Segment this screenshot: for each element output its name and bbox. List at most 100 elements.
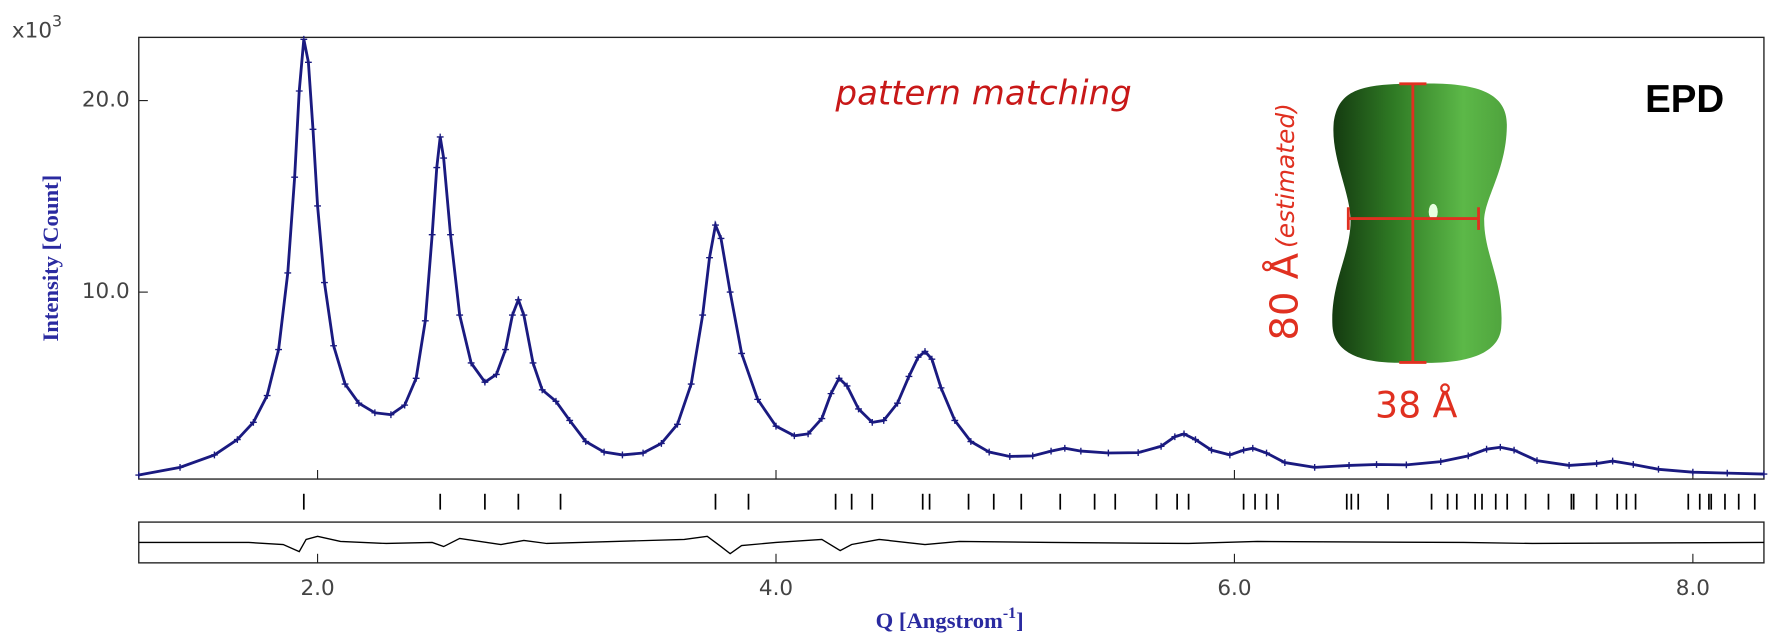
observed-point bbox=[211, 451, 218, 459]
observed-point bbox=[738, 350, 746, 357]
observed-point bbox=[894, 399, 901, 407]
observed-point bbox=[1281, 459, 1289, 466]
observed-point bbox=[514, 296, 522, 304]
highlight bbox=[1428, 203, 1438, 220]
observed-point bbox=[321, 279, 328, 286]
y-scale-label: x103 bbox=[12, 11, 62, 44]
observed-point bbox=[552, 397, 560, 405]
x-tick-label: 4.0 bbox=[759, 576, 793, 601]
observed-point bbox=[914, 353, 922, 361]
y-axis-label: Intensity [Count] bbox=[38, 175, 63, 342]
observed-point bbox=[1226, 451, 1234, 459]
observed-point bbox=[300, 35, 308, 43]
observed-point bbox=[314, 202, 321, 210]
observed-point bbox=[371, 409, 379, 417]
observed-point bbox=[1061, 444, 1069, 452]
observed-point bbox=[1180, 430, 1188, 438]
observed-point bbox=[1311, 463, 1319, 471]
observed-point bbox=[706, 254, 713, 262]
observed-point bbox=[717, 235, 725, 242]
observed-point bbox=[1723, 469, 1731, 477]
observed-point bbox=[985, 448, 993, 456]
observed-point bbox=[790, 432, 798, 440]
difference-line bbox=[138, 535, 1764, 555]
observed-point bbox=[1373, 461, 1380, 468]
observed-point bbox=[600, 448, 608, 456]
observed-point bbox=[1496, 443, 1504, 451]
observed-point bbox=[827, 390, 835, 398]
observed-point bbox=[433, 164, 441, 172]
x-axis-label: Q [Angstrom-1] bbox=[876, 604, 1024, 633]
height-note: (estimated) bbox=[1271, 103, 1300, 248]
observed-point bbox=[1760, 470, 1768, 478]
x-label-suffix: ] bbox=[1016, 608, 1024, 633]
observed-point bbox=[726, 288, 734, 296]
observed-point bbox=[355, 399, 363, 407]
observed-point bbox=[1171, 433, 1179, 441]
y-scale-base: x10 bbox=[12, 19, 52, 44]
x-label-sup: -1 bbox=[1003, 604, 1016, 621]
observed-point bbox=[712, 221, 719, 229]
height-annotation: 80 Å bbox=[1261, 252, 1308, 340]
observed-point bbox=[582, 438, 590, 445]
observed-point bbox=[456, 311, 464, 319]
observed-point bbox=[1437, 458, 1445, 466]
observed-point bbox=[1134, 449, 1142, 457]
observed-point bbox=[412, 374, 420, 382]
observed-point bbox=[309, 125, 317, 133]
observed-point bbox=[428, 231, 436, 239]
observed-point bbox=[275, 346, 282, 353]
observed-point bbox=[674, 420, 681, 428]
method-annotation: pattern matching bbox=[835, 74, 1132, 114]
sample-annotation: EPD bbox=[1645, 78, 1724, 121]
y-scale-exponent: 3 bbox=[52, 11, 62, 30]
observed-point bbox=[1345, 462, 1353, 469]
observed-point bbox=[687, 380, 695, 388]
observed-point bbox=[284, 269, 292, 277]
observed-point bbox=[502, 346, 509, 353]
observed-point bbox=[639, 449, 647, 457]
particle-shape bbox=[1332, 82, 1507, 364]
observed-point bbox=[330, 342, 338, 350]
x-tick-label: 6.0 bbox=[1217, 576, 1251, 601]
observed-point bbox=[249, 418, 257, 426]
observed-point bbox=[436, 133, 444, 141]
observed-point bbox=[843, 382, 851, 390]
observed-point bbox=[1104, 449, 1112, 457]
observed-point bbox=[233, 436, 241, 443]
observed-point bbox=[619, 451, 626, 459]
observed-point bbox=[1510, 446, 1518, 454]
observed-point bbox=[1483, 445, 1490, 453]
dimension-lines bbox=[1346, 82, 1480, 364]
observed-point bbox=[387, 411, 395, 419]
observed-point bbox=[291, 173, 299, 181]
y-tick-label: 20.0 bbox=[82, 88, 130, 113]
observed-point bbox=[529, 359, 537, 367]
observed-point bbox=[905, 372, 913, 380]
observed-point bbox=[440, 154, 448, 162]
observed-point bbox=[135, 471, 143, 479]
observed-line bbox=[138, 39, 1764, 477]
width-annotation: 38 Å bbox=[1375, 384, 1458, 427]
observed-point bbox=[868, 418, 876, 426]
observed-point bbox=[1192, 436, 1199, 443]
observed-point bbox=[1077, 447, 1085, 455]
y-tick-label: 10.0 bbox=[82, 279, 130, 304]
shape-body bbox=[1332, 83, 1507, 363]
plot-frame bbox=[138, 36, 1765, 480]
observed-point bbox=[754, 395, 762, 403]
observed-point bbox=[1629, 461, 1637, 468]
observed-point bbox=[1249, 444, 1257, 452]
observed-point bbox=[1047, 447, 1055, 455]
observed-point bbox=[401, 401, 409, 409]
observed-point bbox=[421, 317, 429, 325]
x-label-text: Q [Angstrom bbox=[876, 608, 1003, 633]
observed-point bbox=[804, 430, 812, 438]
observed-point bbox=[1655, 465, 1662, 473]
observed-point bbox=[967, 438, 975, 445]
observed-point bbox=[855, 405, 862, 413]
observed-point bbox=[467, 359, 475, 367]
observed-point bbox=[509, 311, 516, 319]
observed-point bbox=[1464, 452, 1472, 460]
